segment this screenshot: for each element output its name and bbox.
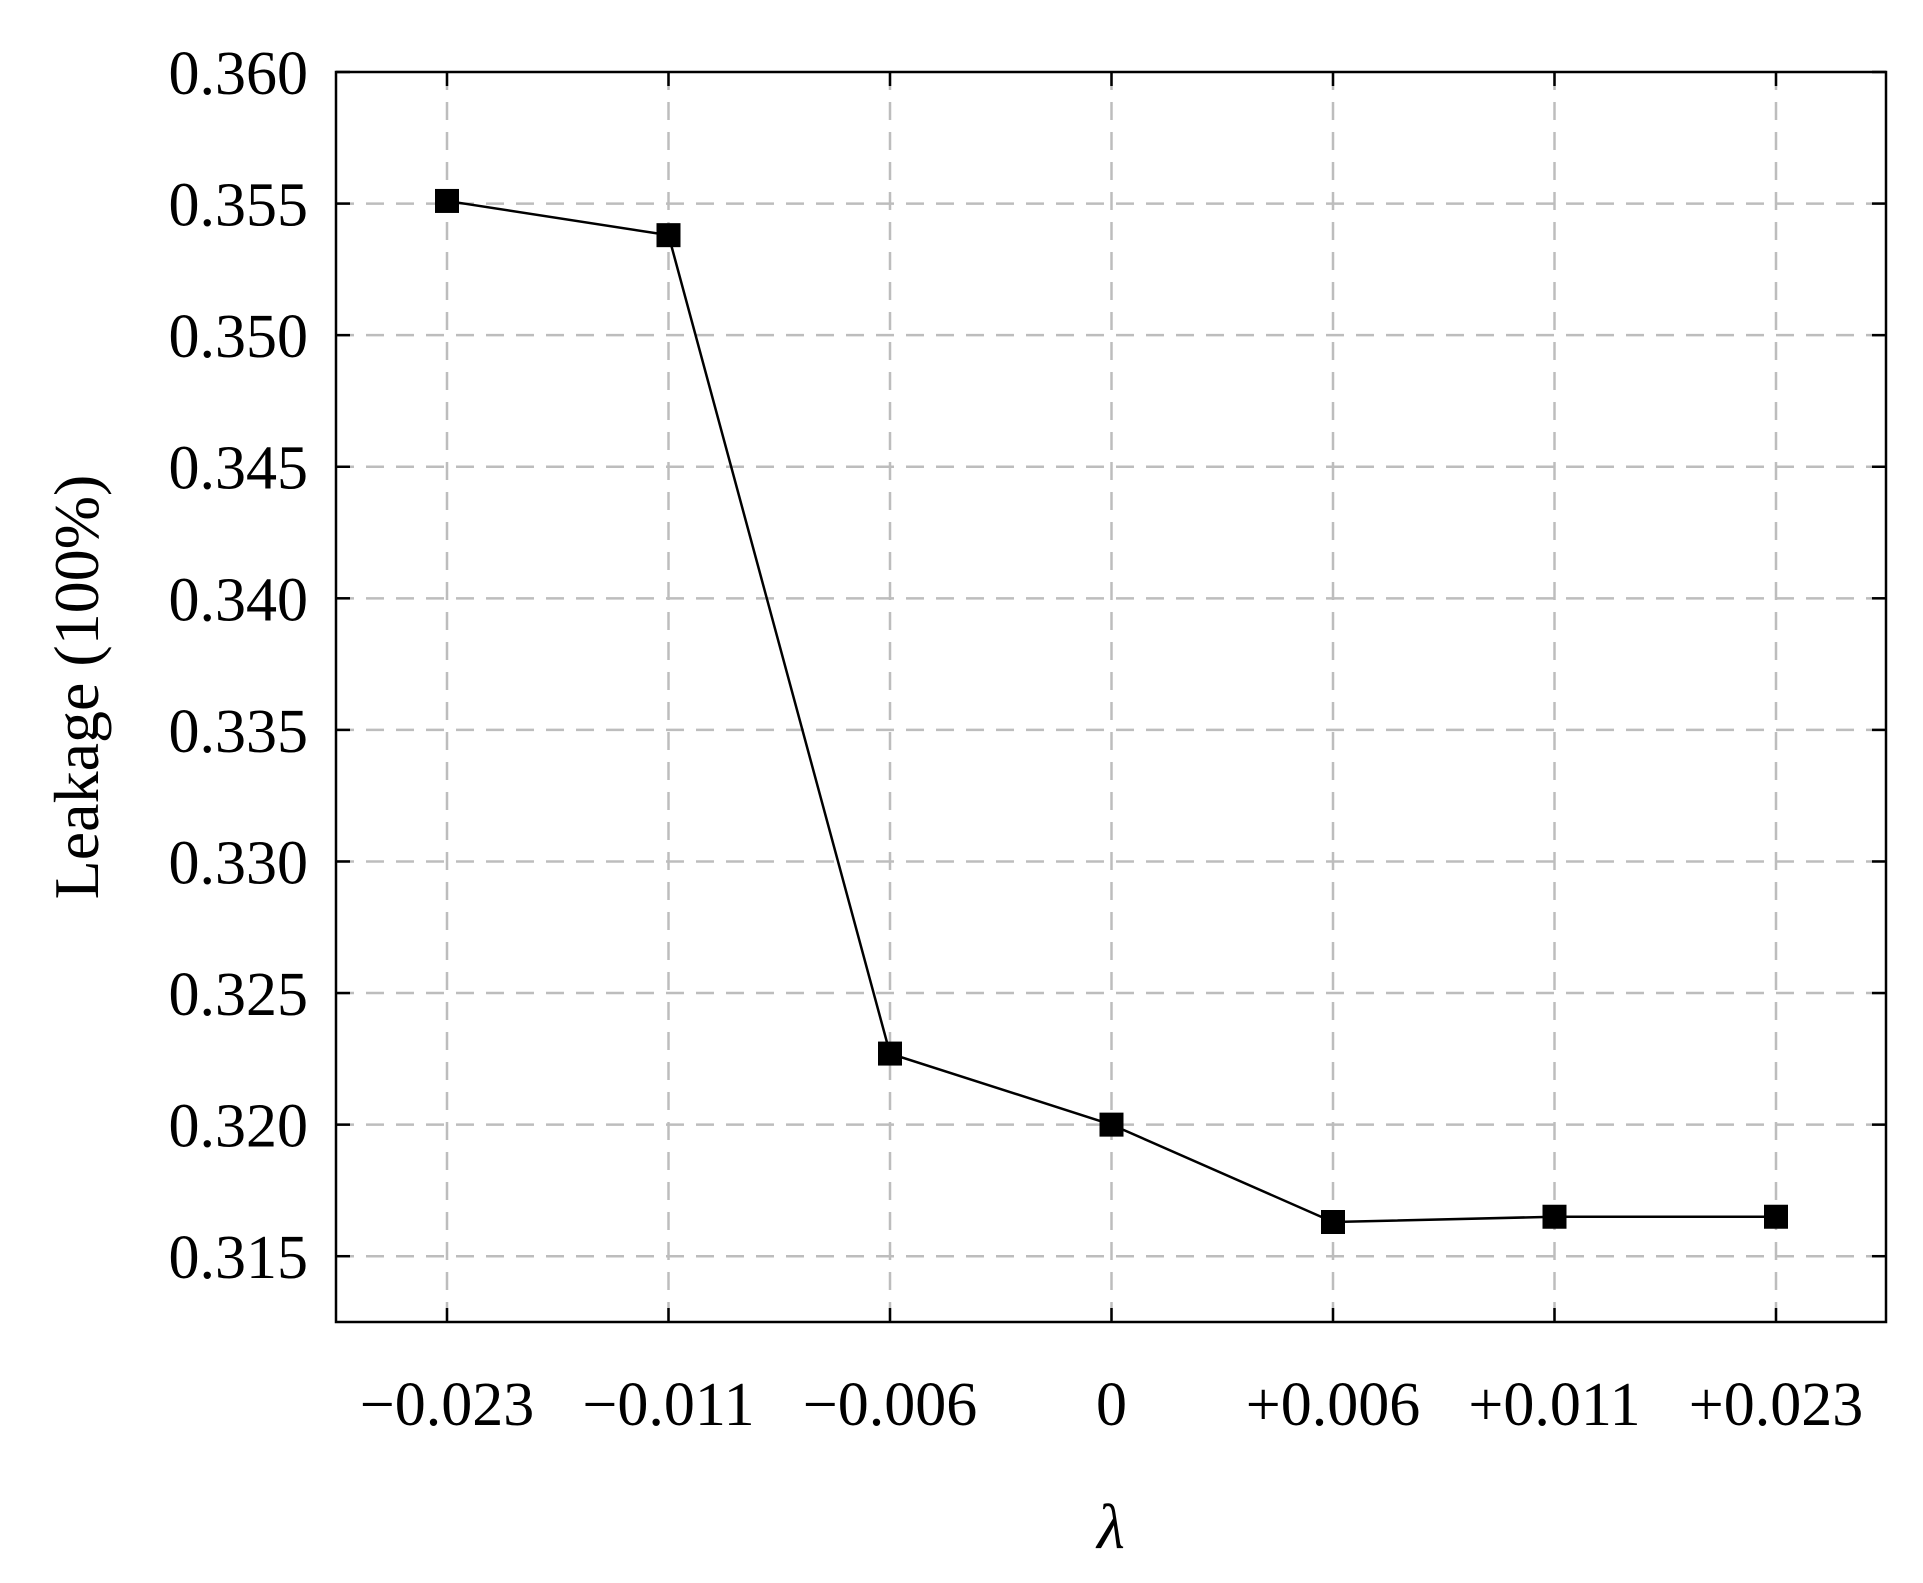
data-point-marker xyxy=(1542,1204,1567,1229)
series xyxy=(435,188,1788,1234)
x-tick-label: +0.011 xyxy=(1468,1371,1640,1439)
y-tick-label: 0.345 xyxy=(169,435,309,503)
y-axis-title: Leakage (100%) xyxy=(41,475,112,900)
data-point-marker xyxy=(1321,1210,1345,1234)
data-point-marker xyxy=(878,1041,902,1066)
y-tick-label: 0.335 xyxy=(169,698,309,766)
y-tick-label: 0.320 xyxy=(169,1093,309,1161)
y-tick-label: 0.325 xyxy=(169,961,309,1029)
x-tick-labels: −0.023 −0.011 −0.006 0 +0.006 +0.011 +0.023 xyxy=(360,1371,1863,1439)
axis-ticks xyxy=(336,70,1886,1322)
x-tick-label: −0.006 xyxy=(803,1371,977,1439)
y-tick-labels: 0.315 0.320 0.325 0.330 0.335 0.340 0.345 0.350… xyxy=(169,40,309,1292)
x-axis-title: λ xyxy=(1095,1491,1125,1562)
x-tick-label: −0.023 xyxy=(360,1371,534,1439)
grid xyxy=(336,72,1886,1322)
y-tick-label: 0.330 xyxy=(169,829,309,897)
x-tick-label: −0.011 xyxy=(582,1371,754,1439)
x-tick-label: +0.023 xyxy=(1689,1371,1863,1439)
y-tick-label: 0.340 xyxy=(169,566,309,634)
y-tick-label: 0.360 xyxy=(169,40,309,108)
data-point-marker xyxy=(435,188,459,213)
y-tick-label: 0.355 xyxy=(169,172,309,240)
x-tick-label: 0 xyxy=(1096,1371,1127,1439)
y-tick-label: 0.315 xyxy=(169,1224,309,1292)
data-point-marker xyxy=(656,223,681,248)
data-point-marker xyxy=(1099,1112,1124,1137)
y-tick-label: 0.350 xyxy=(169,303,309,371)
x-tick-label: +0.006 xyxy=(1246,1371,1420,1439)
data-point-marker xyxy=(1764,1204,1788,1229)
